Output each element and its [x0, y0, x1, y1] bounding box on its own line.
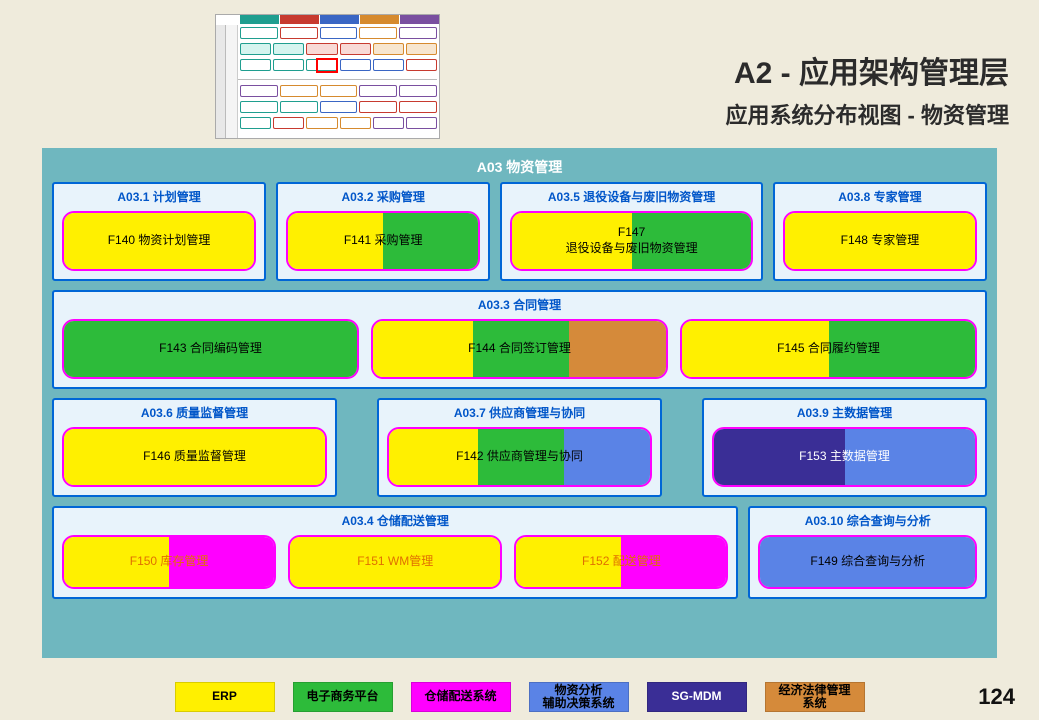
legend-swatch: 仓储配送系统	[411, 682, 511, 712]
fbox-f152: F152 配送管理	[514, 535, 728, 589]
group-title: A03.2 采购管理	[286, 188, 480, 205]
title-sub: 应用系统分布视图 - 物资管理	[725, 98, 1009, 130]
fbox-f151: F151 WM管理	[288, 535, 502, 589]
title-main: A2 - 应用架构管理层	[725, 48, 1009, 92]
group-title: A03.7 供应商管理与协同	[387, 404, 652, 421]
row-2: A03.3 合同管理 F143 合同编码管理 F144 合同签订管理 F145 …	[52, 290, 987, 389]
legend-swatch: 物资分析 辅助决策系统	[529, 682, 629, 712]
fbox-label: F152 配送管理	[516, 537, 726, 587]
group-a03-6: A03.6 质量监督管理 F146 质量监督管理	[52, 398, 337, 497]
fbox-f146: F146 质量监督管理	[62, 427, 327, 487]
fbox-label: F140 物资计划管理	[64, 213, 254, 269]
group-title: A03.9 主数据管理	[712, 404, 977, 421]
fbox-label: F145 合同履约管理	[682, 321, 975, 377]
group-title: A03.5 退役设备与废旧物资管理	[510, 188, 753, 205]
row-3: A03.6 质量监督管理 F146 质量监督管理 A03.7 供应商管理与协同 …	[52, 398, 987, 497]
fbox-label: F147 退役设备与废旧物资管理	[512, 213, 751, 269]
fbox-label: F148 专家管理	[785, 213, 975, 269]
group-a03-9: A03.9 主数据管理 F153 主数据管理	[702, 398, 987, 497]
group-title: A03.10 综合查询与分析	[758, 512, 977, 529]
group-a03-5: A03.5 退役设备与废旧物资管理 F147 退役设备与废旧物资管理	[500, 182, 763, 281]
legend-item-ecom: 电子商务平台	[293, 682, 393, 712]
group-a03-8: A03.8 专家管理 F148 专家管理	[773, 182, 987, 281]
legend-item-wms: 仓储配送系统	[411, 682, 511, 712]
group-title: A03.1 计划管理	[62, 188, 256, 205]
fbox-f148: F148 专家管理	[783, 211, 977, 271]
fbox-label: F150 库存管理	[64, 537, 274, 587]
legend-swatch: SG-MDM	[647, 682, 747, 712]
legend: ERP 电子商务平台 仓储配送系统 物资分析 辅助决策系统 SG-MDM 经济法…	[0, 682, 1039, 712]
main-panel: A03 物资管理 A03.1 计划管理 F140 物资计划管理 A03.2 采购…	[42, 148, 997, 658]
group-title: A03.8 专家管理	[783, 188, 977, 205]
fbox-f141: F141 采购管理	[286, 211, 480, 271]
fbox-label: F142 供应商管理与协同	[389, 429, 650, 485]
minimap-thumbnail	[215, 14, 440, 139]
header-area: A2 - 应用架构管理层 应用系统分布视图 - 物资管理	[0, 12, 1039, 142]
fbox-f145: F145 合同履约管理	[680, 319, 977, 379]
group-a03-2: A03.2 采购管理 F141 采购管理	[276, 182, 490, 281]
group-a03-10: A03.10 综合查询与分析 F149 综合查询与分析	[748, 506, 987, 599]
legend-swatch: 电子商务平台	[293, 682, 393, 712]
group-title: A03.6 质量监督管理	[62, 404, 327, 421]
legend-item-analysis: 物资分析 辅助决策系统	[529, 682, 629, 712]
fbox-f147: F147 退役设备与废旧物资管理	[510, 211, 753, 271]
row-4: A03.4 仓储配送管理 F150 库存管理 F151 WM管理 F152 配送…	[52, 506, 987, 599]
group-a03-3: A03.3 合同管理 F143 合同编码管理 F144 合同签订管理 F145 …	[52, 290, 987, 389]
fbox-label: F151 WM管理	[290, 537, 500, 587]
legend-swatch: ERP	[175, 682, 275, 712]
legend-item-law: 经济法律管理 系统	[765, 682, 865, 712]
fbox-f153: F153 主数据管理	[712, 427, 977, 487]
fbox-f142: F142 供应商管理与协同	[387, 427, 652, 487]
fbox-label: F149 综合查询与分析	[760, 537, 975, 587]
title-block: A2 - 应用架构管理层 应用系统分布视图 - 物资管理	[725, 48, 1009, 130]
fbox-f150: F150 库存管理	[62, 535, 276, 589]
group-a03-7: A03.7 供应商管理与协同 F142 供应商管理与协同	[377, 398, 662, 497]
fbox-f144: F144 合同签订管理	[371, 319, 668, 379]
legend-item-erp: ERP	[175, 682, 275, 712]
fbox-f149: F149 综合查询与分析	[758, 535, 977, 589]
group-a03-1: A03.1 计划管理 F140 物资计划管理	[52, 182, 266, 281]
fbox-label: F144 合同签订管理	[373, 321, 666, 377]
row-1: A03.1 计划管理 F140 物资计划管理 A03.2 采购管理 F141 采…	[52, 182, 987, 281]
fbox-label: F153 主数据管理	[714, 429, 975, 485]
group-a03-4: A03.4 仓储配送管理 F150 库存管理 F151 WM管理 F152 配送…	[52, 506, 738, 599]
fbox-f140: F140 物资计划管理	[62, 211, 256, 271]
legend-swatch: 经济法律管理 系统	[765, 682, 865, 712]
page-number: 124	[978, 684, 1015, 710]
fbox-label: F146 质量监督管理	[64, 429, 325, 485]
group-title: A03.4 仓储配送管理	[62, 512, 728, 529]
fbox-label: F141 采购管理	[288, 213, 478, 269]
group-title: A03.3 合同管理	[62, 296, 977, 313]
fbox-f143: F143 合同编码管理	[62, 319, 359, 379]
fbox-label: F143 合同编码管理	[64, 321, 357, 377]
legend-item-sgmdm: SG-MDM	[647, 682, 747, 712]
panel-title: A03 物资管理	[52, 154, 987, 182]
